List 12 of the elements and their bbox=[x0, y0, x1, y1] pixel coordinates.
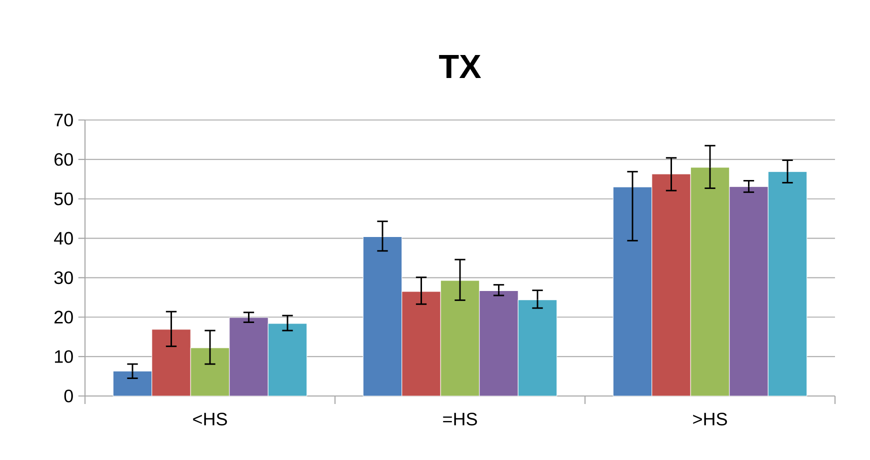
y-tick-label: 30 bbox=[54, 271, 73, 284]
chart-title: TX bbox=[439, 55, 482, 78]
y-tick-label: 20 bbox=[54, 310, 73, 324]
x-tick-label: =HS bbox=[443, 412, 477, 426]
y-tick-label: 50 bbox=[54, 192, 73, 206]
x-tick-label: <HS bbox=[193, 412, 227, 426]
y-tick-label: 60 bbox=[54, 153, 73, 166]
x-tick-label: >HS bbox=[693, 412, 727, 426]
y-tick-label: 70 bbox=[54, 114, 73, 126]
y-tick-label: 0 bbox=[64, 390, 73, 402]
y-tick-label: 10 bbox=[54, 350, 73, 363]
y-tick-label: 40 bbox=[54, 232, 73, 245]
